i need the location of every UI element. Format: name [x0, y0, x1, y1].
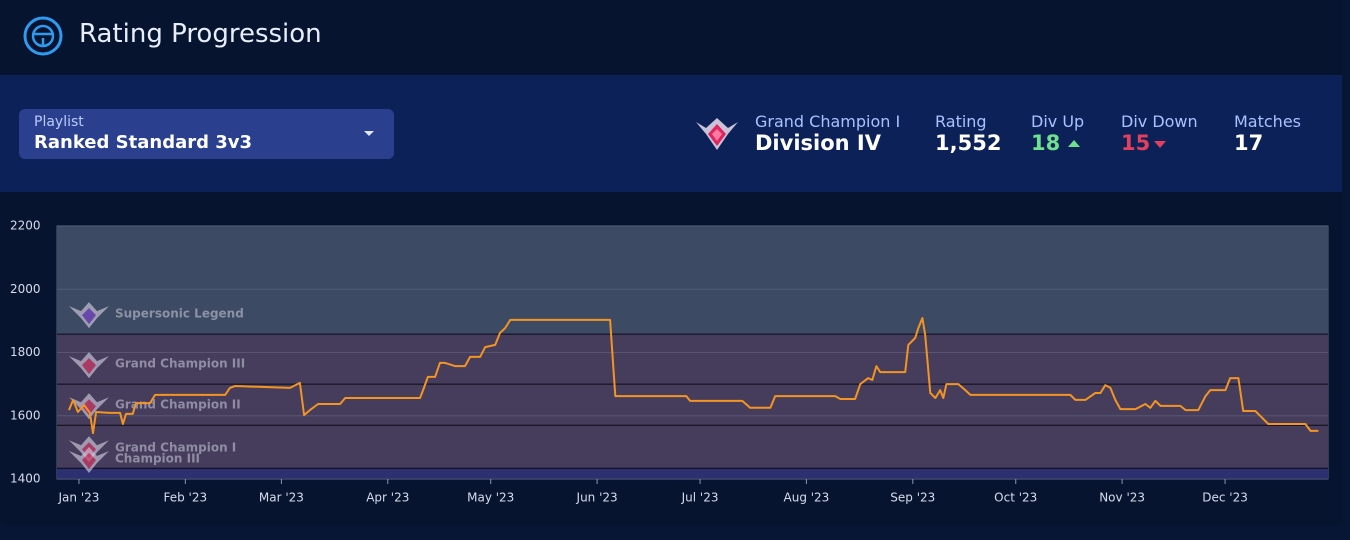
stat-value: 17 — [1234, 131, 1264, 155]
rank-band-label: Champion III — [115, 452, 200, 466]
rank-label: Champion III — [69, 447, 200, 473]
y-tick-label: 1600 — [10, 408, 41, 422]
x-tick-label: Jun '23 — [576, 491, 618, 505]
x-tick-label: May '23 — [467, 491, 514, 505]
rank-division: Division IV — [755, 131, 881, 155]
x-tick-label: Mar '23 — [259, 491, 304, 505]
playlist-dropdown[interactable]: Playlist Ranked Standard 3v3 — [19, 109, 394, 159]
stat-label: Rating — [935, 112, 987, 131]
stat-value: 18 — [1031, 131, 1061, 155]
stat-label: Matches — [1234, 112, 1301, 131]
rank-band — [57, 468, 1328, 479]
header-icon — [23, 16, 63, 56]
stat-value: 1,552 — [935, 131, 1002, 155]
y-tick-label: 1800 — [10, 345, 41, 359]
rank-band-label: Grand Champion I — [115, 441, 236, 455]
x-tick-label: Aug '23 — [784, 491, 830, 505]
x-tick-label: Nov '23 — [1099, 491, 1145, 505]
rank-band-label: Grand Champion II — [115, 398, 241, 412]
rank-band — [57, 384, 1328, 426]
playlist-value: Ranked Standard 3v3 — [34, 132, 253, 153]
up-arrow — [1068, 140, 1080, 147]
x-tick-label: Sep '23 — [890, 491, 935, 505]
rank-band-label: Supersonic Legend — [115, 307, 244, 321]
rank-band-icon — [82, 358, 96, 375]
x-tick-label: Apr '23 — [366, 491, 409, 505]
stat-label: Div Up — [1031, 112, 1085, 131]
rating-line — [68, 317, 1319, 435]
rank-band — [57, 425, 1328, 469]
rank-band-icon — [82, 399, 96, 416]
rank-band — [57, 226, 1328, 335]
rank-icon — [696, 118, 738, 150]
x-tick-label: Feb '23 — [164, 491, 208, 505]
down-arrow — [1154, 141, 1166, 148]
y-tick-label: 1400 — [10, 472, 41, 486]
rank-tier: Grand Champion I — [755, 112, 901, 131]
dropdown-caret — [364, 131, 374, 136]
stat-label: Div Down — [1121, 112, 1198, 131]
page-title: Rating Progression — [79, 19, 322, 49]
rank-band-label: Grand Champion III — [115, 357, 245, 371]
x-tick-label: Jan '23 — [58, 491, 100, 505]
rank-label: Grand Champion III — [69, 352, 245, 379]
x-tick-label: Jul '23 — [681, 491, 719, 505]
playlist-label: Playlist — [34, 114, 84, 130]
top-bar — [0, 0, 1342, 75]
rank-label: Supersonic Legend — [69, 302, 244, 329]
rank-band-icon — [82, 308, 96, 325]
x-tick-label: Oct '23 — [994, 491, 1037, 505]
stat-value: 15 — [1121, 131, 1151, 155]
rank-band — [57, 334, 1328, 385]
y-tick-label: 2200 — [10, 219, 41, 233]
rank-band-icon — [82, 453, 96, 469]
y-tick-label: 2000 — [10, 282, 41, 296]
x-tick-label: Dec '23 — [1202, 491, 1248, 505]
rank-label: Grand Champion II — [69, 393, 241, 420]
